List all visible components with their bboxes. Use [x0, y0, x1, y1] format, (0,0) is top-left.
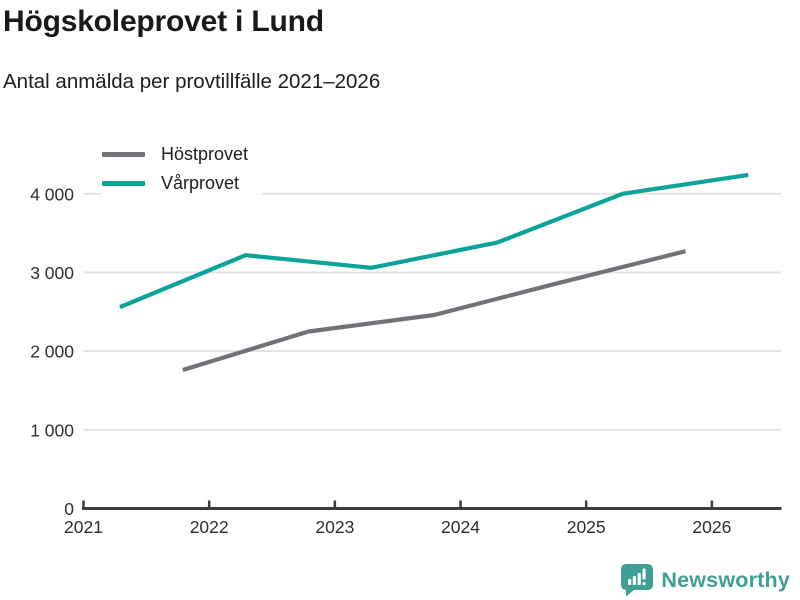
logo-exclamation-bar: [642, 568, 646, 580]
x-axis-tick-label: 2023: [315, 517, 354, 537]
x-axis-tick-label: 2021: [64, 517, 103, 537]
bar-chart-speech-bubble-icon: [621, 564, 654, 597]
logo-bar-1: [628, 579, 632, 585]
y-axis-tick-label: 4 000: [30, 184, 74, 204]
x-axis-tick-label: 2024: [441, 517, 480, 537]
speech-bubble-shape: [621, 564, 654, 597]
brand-wordmark: Newsworthy: [661, 567, 790, 592]
logo-bar-3: [637, 573, 642, 585]
chart-legend: Höstprovet Vårprovet: [101, 141, 263, 198]
legend-label: Vårprovet: [161, 172, 240, 193]
y-axis-tick-label: 1 000: [30, 420, 74, 440]
series-line-höstprovet: [182, 249, 687, 373]
y-axis-tick-label: 3 000: [30, 263, 74, 283]
x-axis-tick-label: 2022: [190, 517, 229, 537]
legend-swatch: [102, 180, 145, 186]
legend-swatch: [102, 151, 145, 157]
legend-item-höstprovet: Höstprovet: [102, 143, 248, 165]
logo-bar-2: [633, 576, 637, 585]
y-axis-tick-label: 2 000: [30, 342, 74, 362]
legend-label: Höstprovet: [161, 143, 249, 164]
chart-title: Högskoleprovet i Lund: [3, 5, 324, 38]
legend-item-vårprovet: Vårprovet: [102, 172, 248, 194]
x-axis-tick-label: 2025: [567, 517, 606, 537]
chart-subtitle: Antal anmälda per provtillfälle 2021–202…: [3, 70, 381, 93]
y-axis-tick-label: 0: [64, 499, 74, 519]
brand-link[interactable]: Newsworthy: [620, 563, 790, 597]
x-axis-tick-label: 2026: [692, 517, 731, 537]
logo-exclamation-dot: [642, 582, 646, 586]
series-line-vårprovet: [119, 172, 749, 310]
